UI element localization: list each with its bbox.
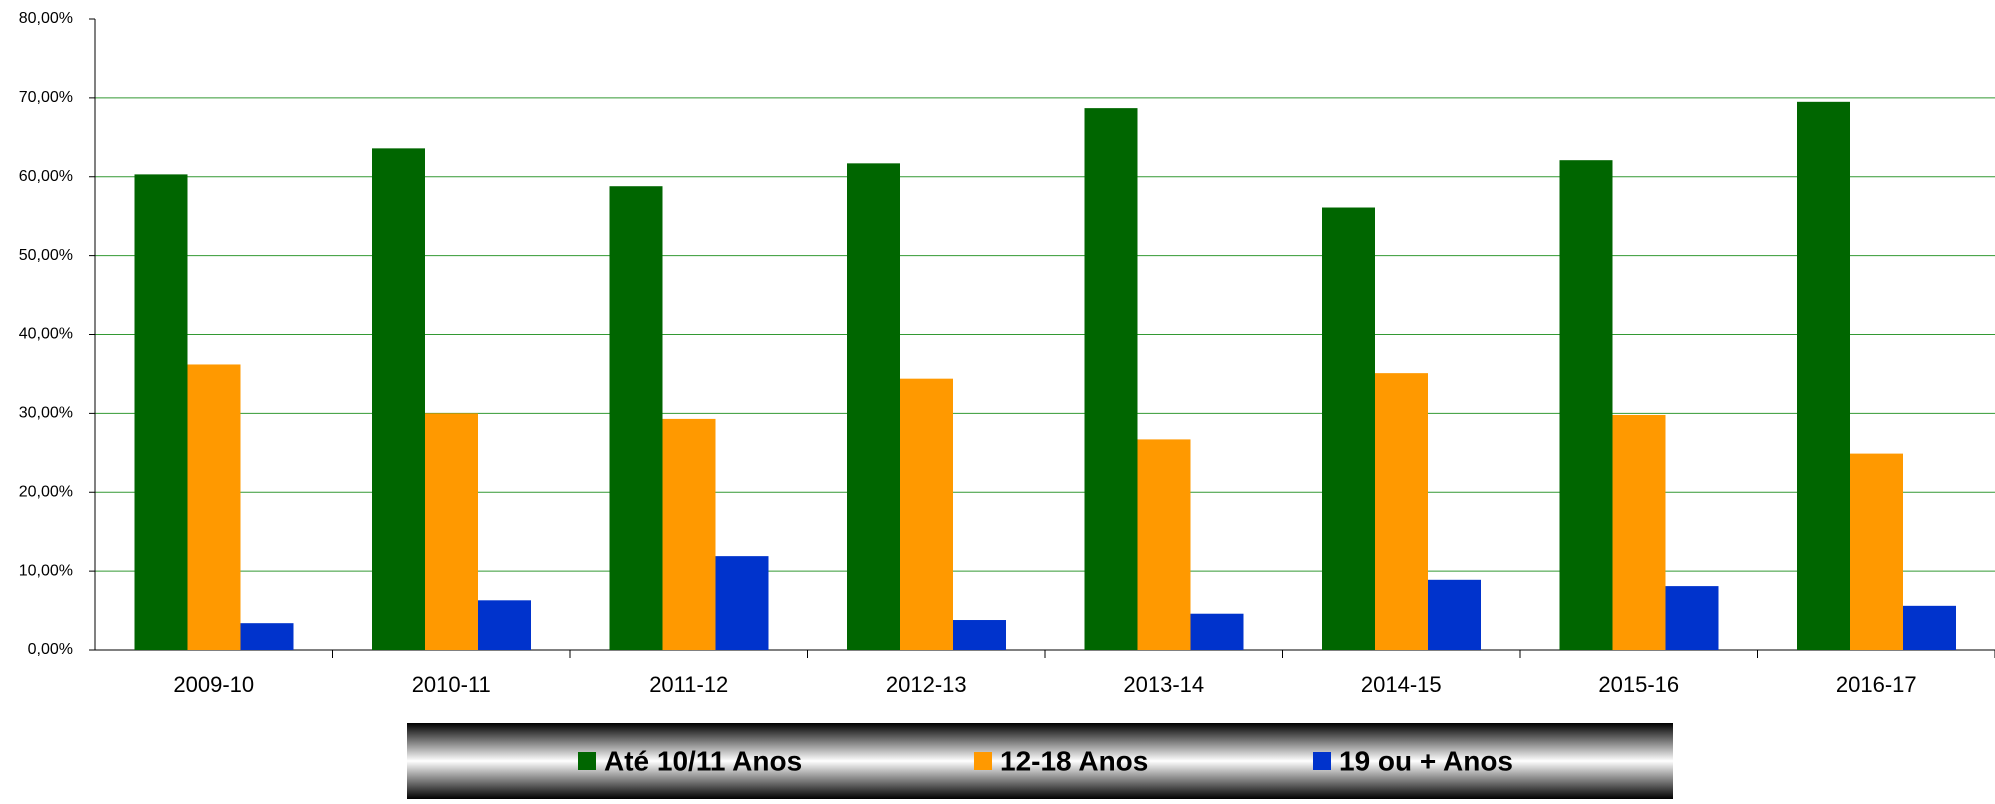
- legend-swatch: [1313, 752, 1331, 770]
- legend-label: 12-18 Anos: [1000, 745, 1148, 776]
- bar: [953, 620, 1006, 650]
- bar: [847, 163, 900, 650]
- legend-swatch: [578, 752, 596, 770]
- bar: [1322, 207, 1375, 651]
- bar: [1559, 160, 1613, 650]
- bar: [1084, 108, 1138, 650]
- bar: [478, 600, 531, 650]
- bar: [1137, 439, 1191, 650]
- legend-label: Até 10/11 Anos: [604, 745, 802, 776]
- bar: [1665, 586, 1719, 650]
- y-tick-label: 50,00%: [19, 247, 73, 264]
- y-tick-label: 10,00%: [19, 562, 73, 579]
- bar: [715, 556, 769, 650]
- bar: [1428, 579, 1481, 650]
- bar: [1612, 414, 1666, 650]
- x-tick-label: 2014-15: [1361, 672, 1442, 697]
- bar: [900, 378, 953, 650]
- bar: [662, 418, 716, 650]
- legend-label: 19 ou + Anos: [1339, 745, 1513, 776]
- bar: [1190, 613, 1244, 650]
- x-tick-label: 2015-16: [1598, 672, 1679, 697]
- y-tick-label: 70,00%: [19, 89, 73, 106]
- y-tick-label: 30,00%: [19, 405, 73, 422]
- bar: [1903, 605, 1956, 650]
- bar: [1797, 101, 1850, 651]
- x-tick-label: 2013-14: [1123, 672, 1204, 697]
- bar: [240, 623, 294, 650]
- x-tick-label: 2012-13: [886, 672, 967, 697]
- bar: [609, 186, 663, 650]
- y-tick-label: 60,00%: [19, 168, 73, 185]
- y-tick-label: 40,00%: [19, 326, 73, 343]
- legend-swatch: [974, 752, 992, 770]
- y-tick-label: 20,00%: [19, 483, 73, 500]
- bar: [187, 364, 241, 650]
- x-tick-label: 2010-11: [412, 672, 491, 697]
- y-tick-label: 0,00%: [28, 641, 73, 658]
- x-tick-label: 2009-10: [173, 672, 254, 697]
- bar: [425, 413, 478, 650]
- bar: [372, 148, 425, 651]
- y-tick-label: 80,00%: [19, 10, 73, 27]
- x-tick-label: 2011-12: [649, 672, 728, 697]
- bar: [134, 174, 188, 651]
- x-tick-label: 2016-17: [1836, 672, 1917, 697]
- bar: [1375, 373, 1428, 650]
- bar: [1850, 453, 1903, 650]
- legend-box: [407, 723, 1673, 799]
